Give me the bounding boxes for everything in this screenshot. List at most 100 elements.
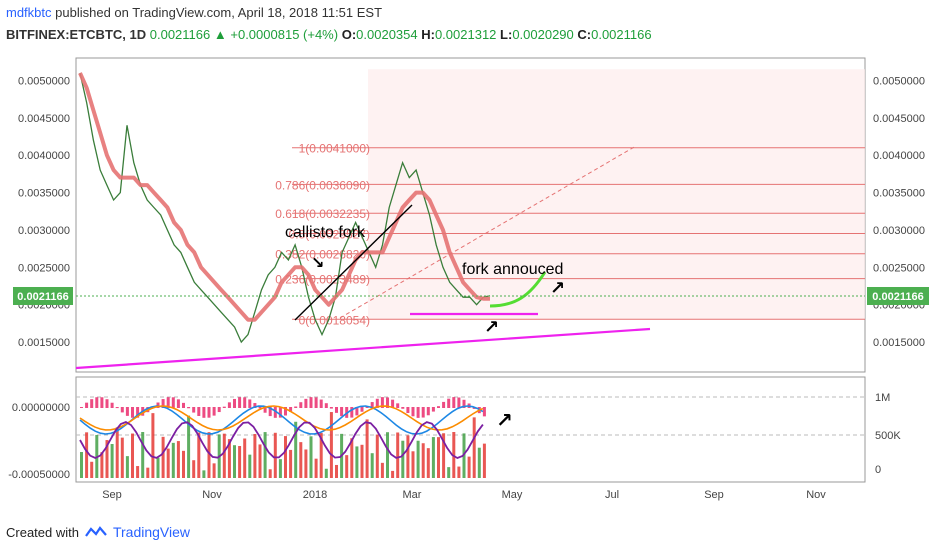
histogram-bar (355, 407, 359, 416)
fib-diagonal (339, 145, 637, 319)
y-tick-right: 0.0045000 (873, 113, 925, 125)
close-label: C: (577, 27, 592, 42)
y-tick-left: 0.0040000 (18, 150, 70, 162)
volume-bar (324, 468, 328, 478)
footer: Created with TradingView (6, 524, 190, 540)
volume-bar (243, 438, 247, 478)
histogram-bar (95, 397, 99, 408)
tradingview-brand[interactable]: TradingView (112, 524, 191, 540)
histogram-bar (406, 407, 410, 414)
volume-bar (278, 459, 282, 478)
volume-bar (222, 433, 226, 478)
histogram-bar (182, 402, 185, 408)
price-tag-left-text: 0.0021166 (17, 291, 68, 303)
histogram-bar (136, 407, 140, 418)
histogram-bar (335, 407, 338, 413)
histogram-bar (85, 402, 89, 408)
volume-bar (125, 456, 129, 478)
x-tick: Nov (202, 489, 222, 501)
volume-bar (370, 453, 374, 478)
histogram-bar (233, 398, 236, 408)
volume-bar (365, 419, 369, 478)
volume-tick: 1M (875, 392, 890, 404)
volume-bar (90, 461, 94, 478)
tradingview-logo-icon (85, 526, 107, 537)
change-value: +0.0000815 (+4%) (230, 27, 339, 42)
volume-bar (171, 442, 175, 478)
volume-bar (273, 432, 277, 478)
fib-label: 1(0.0041000) (299, 142, 370, 156)
volume-bar (85, 432, 89, 478)
symbol-line: BITFINEX:ETCBTC, 1D 0.0021166 ▲ +0.00008… (6, 27, 652, 42)
projection-curve (489, 271, 547, 308)
histogram-bar (212, 407, 216, 416)
histogram-bar (386, 397, 389, 408)
y-tick-left: 0.0015000 (18, 337, 70, 349)
x-tick: Mar (403, 489, 422, 501)
volume-bar (156, 457, 160, 478)
histogram-bar (202, 407, 206, 418)
author-link[interactable]: mdfkbtc (6, 5, 52, 20)
histogram-bar (391, 399, 395, 408)
volume-bar (197, 432, 201, 478)
histogram-bar (462, 399, 466, 408)
histogram-bar (401, 407, 405, 409)
histogram-bar (447, 398, 451, 408)
volume-bar (431, 437, 435, 478)
fib-anchor-line (294, 204, 413, 321)
volume-bar (396, 432, 400, 478)
oscillator-purple (79, 421, 484, 459)
y-tick-right: 0.0015000 (873, 337, 925, 349)
histogram-bar (156, 402, 160, 408)
histogram-bar (278, 407, 282, 418)
histogram-bar (80, 407, 83, 408)
volume-bar (304, 449, 308, 478)
volume-bar (268, 469, 272, 478)
histogram-bar (396, 403, 400, 408)
histogram-bar (284, 407, 287, 416)
histogram-bar (238, 397, 242, 408)
histogram-bar (166, 397, 170, 408)
volume-bar (406, 435, 410, 478)
histogram-bar (227, 402, 231, 408)
volume-bar (227, 439, 231, 478)
volume-bar (360, 444, 364, 478)
histogram-bar (304, 398, 308, 408)
volume-bar (421, 443, 425, 478)
volume-bar (350, 438, 354, 478)
volume-bar (329, 412, 333, 478)
histogram-bar (176, 399, 180, 408)
price-line (79, 72, 491, 344)
histogram-bar (299, 402, 303, 408)
annotation-fork: fork annouced (462, 261, 563, 278)
volume-bar (447, 467, 451, 478)
arrow-up-icon: ↗ (484, 317, 499, 338)
y-tick-right: 0.0035000 (873, 188, 925, 200)
histogram-bar (192, 407, 196, 413)
volume-bar (482, 443, 486, 478)
histogram-bar (222, 406, 226, 408)
fib-label: 0.5(0.0029527) (289, 227, 370, 241)
low-label: L: (500, 27, 513, 42)
histogram-bar (457, 397, 461, 408)
volume-bar (146, 467, 150, 478)
change-arrow: ▲ (213, 27, 227, 42)
volume-bar (462, 433, 466, 478)
volume-bar (335, 464, 338, 478)
histogram-bar (187, 407, 191, 409)
volume-bar (457, 466, 461, 478)
histogram-bar (437, 406, 440, 408)
fib-label: 0(0.0018054) (299, 313, 370, 327)
histogram-bar (442, 401, 446, 408)
volume-tick: 0 (875, 464, 881, 476)
oscillator-orange (79, 405, 484, 431)
histogram-bar (411, 407, 415, 417)
volume-bar (141, 432, 145, 478)
volume-bar (391, 470, 395, 478)
volume-bar (472, 417, 476, 478)
x-tick: May (502, 489, 523, 501)
y-tick-right: 0.0025000 (873, 262, 925, 274)
histogram-bar (217, 407, 221, 413)
volume-bar (258, 444, 262, 478)
